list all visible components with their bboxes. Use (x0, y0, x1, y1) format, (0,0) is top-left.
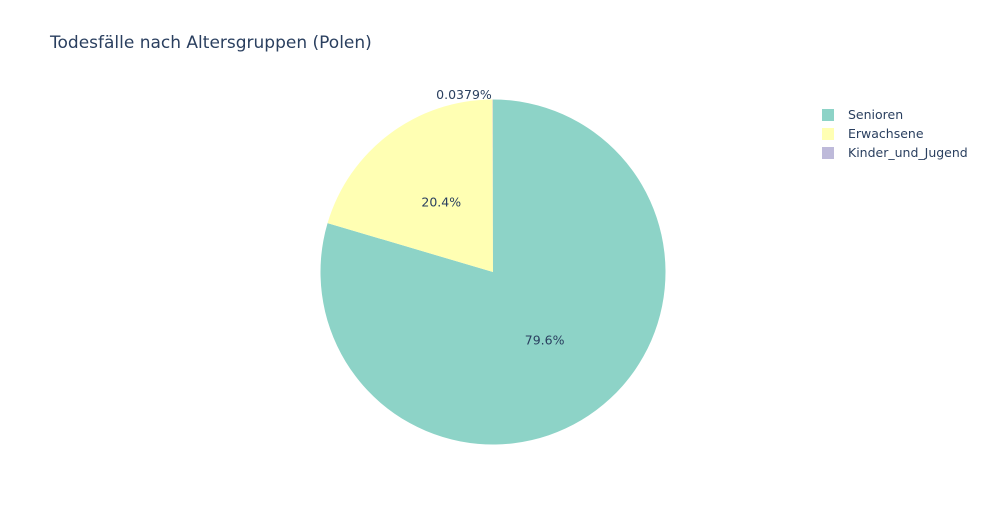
pie-slices (320, 99, 666, 445)
pie-label-kinder-und-jugend: 0.0379% (436, 87, 492, 102)
pie-slice-senioren[interactable] (320, 99, 666, 445)
legend-swatch (822, 108, 834, 121)
legend-label: Senioren (848, 107, 904, 122)
legend-label: Erwachsene (848, 126, 924, 141)
legend-swatch (822, 146, 834, 159)
pie-label-erwachsene: 20.4% (421, 194, 461, 209)
chart-title: Todesfälle nach Altersgruppen (Polen) (50, 33, 372, 53)
pie-label-senioren: 79.6% (525, 333, 565, 348)
pie-slice-erwachsene[interactable] (327, 99, 493, 273)
legend-item-kinder-und-jugend[interactable]: Kinder_und_Jugend (822, 143, 968, 162)
legend-swatch (822, 127, 834, 140)
legend-item-senioren[interactable]: Senioren (822, 105, 968, 124)
pie-labels: 79.6% 20.4% 0.0379% (421, 87, 564, 348)
legend-label: Kinder_und_Jugend (848, 145, 968, 160)
legend: Senioren Erwachsene Kinder_und_Jugend (822, 105, 968, 162)
legend-item-erwachsene[interactable]: Erwachsene (822, 124, 968, 143)
